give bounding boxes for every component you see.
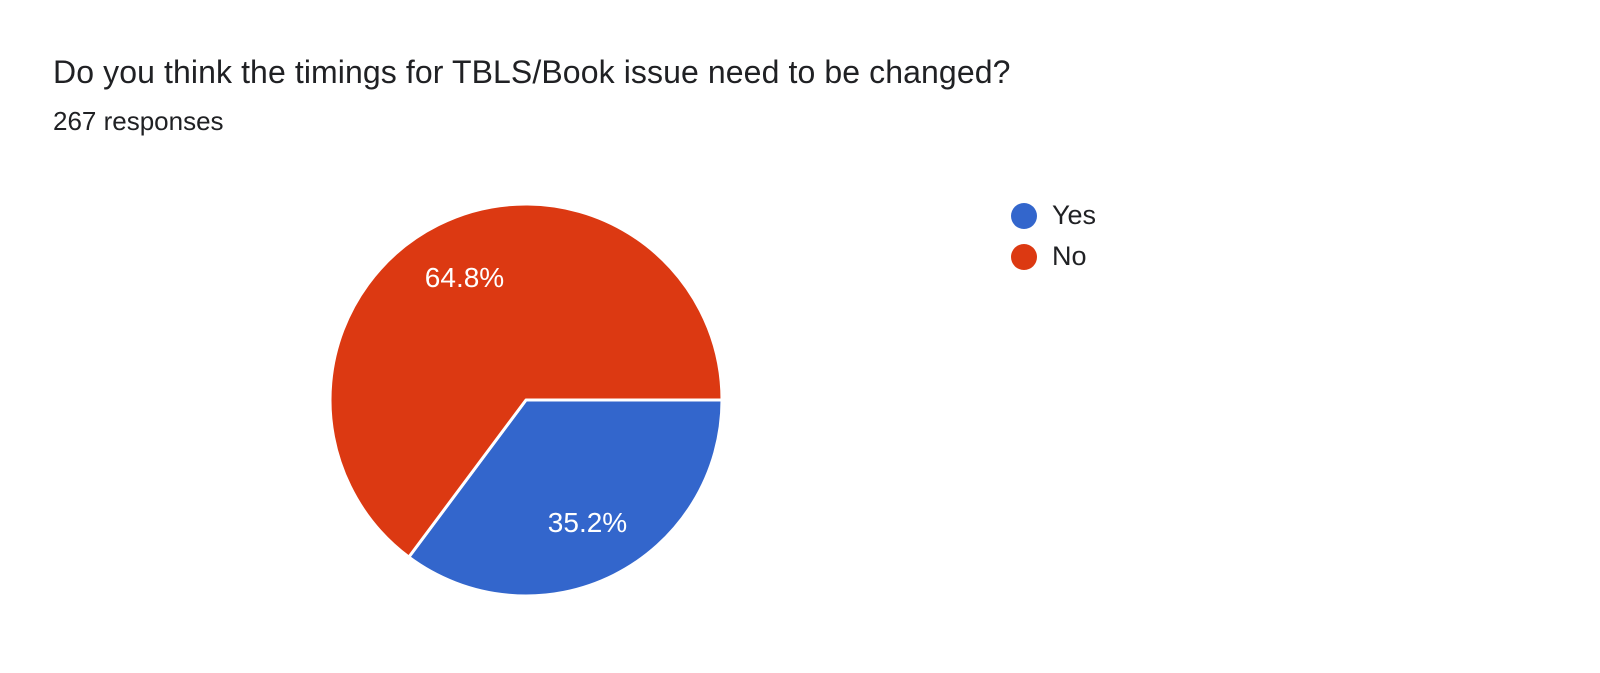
question-title: Do you think the timings for TBLS/Book i… — [53, 54, 1011, 90]
pie-chart: 35.2%64.8% — [328, 202, 724, 598]
legend-item-yes: Yes — [1011, 195, 1096, 236]
legend-dot-yes — [1011, 202, 1037, 229]
legend-label-no: No — [1052, 241, 1087, 271]
response-count: 267 responses — [53, 106, 224, 136]
legend-label-yes: Yes — [1052, 200, 1097, 230]
chart-legend: Yes No — [1011, 195, 1096, 277]
pie-slice-no[interactable] — [328, 202, 724, 559]
pie-slice-yes[interactable] — [407, 398, 724, 598]
legend-dot-no — [1011, 243, 1037, 270]
legend-item-no: No — [1011, 236, 1096, 277]
